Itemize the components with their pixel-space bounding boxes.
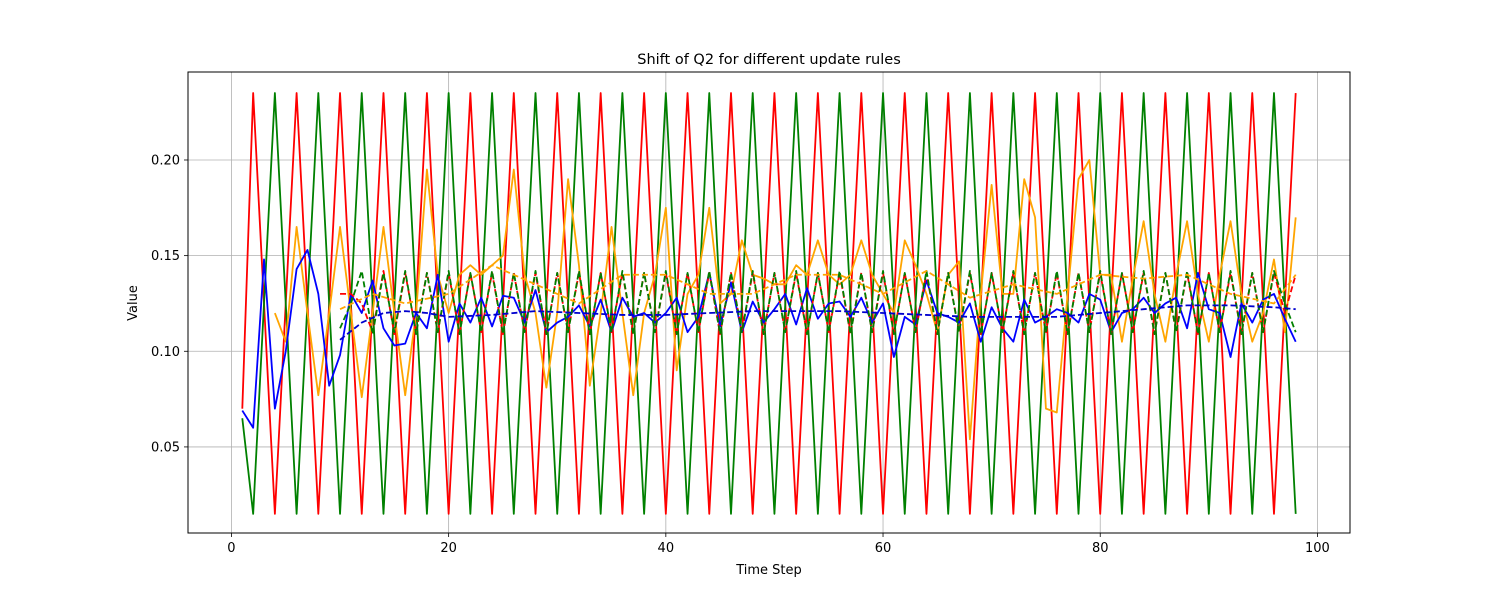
x-tick-label: 100: [1305, 541, 1330, 556]
x-tick-label: 40: [658, 541, 675, 556]
x-tick-label: 80: [1092, 541, 1109, 556]
series-line-4-solid: [241, 249, 1297, 429]
plot-frame: [187, 71, 1351, 534]
series-line-7-dashed: [339, 264, 1297, 311]
series-line-6-dashed: [339, 270, 1297, 335]
y-tick-label: 0.10: [151, 345, 180, 360]
y-axis-label: Value: [126, 285, 141, 321]
x-axis: 0 20 40 60 80 100: [227, 533, 1330, 556]
series-line-8-dashed: [339, 304, 1296, 341]
y-axis: 0.05 0.10 0.15 0.20: [151, 153, 188, 455]
chart-title: Shift of Q2 for different update rules: [637, 52, 901, 68]
series-layer: [241, 92, 1297, 515]
x-tick-label: 0: [227, 541, 235, 556]
series-line-3-solid: [274, 159, 1297, 441]
x-axis-label: Time Step: [735, 563, 802, 578]
x-tick-label: 60: [875, 541, 892, 556]
y-tick-label: 0.05: [151, 440, 180, 455]
y-tick-label: 0.20: [151, 153, 180, 168]
series-line-2-solid: [241, 92, 1297, 515]
y-tick-label: 0.15: [151, 249, 180, 264]
x-tick-label: 20: [440, 541, 457, 556]
